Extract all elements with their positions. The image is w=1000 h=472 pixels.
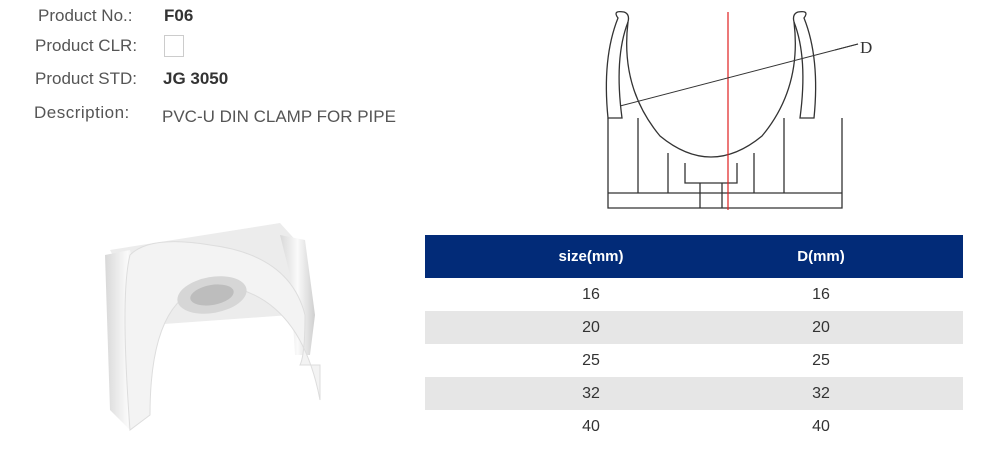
d-cell: 40 [812,417,830,435]
color-swatch [164,35,184,57]
d-cell: 20 [757,311,963,344]
size-cell: 20 [425,311,757,344]
size-table: size(mm) D(mm) 16 16 20 20 25 25 32 32 40 40 [425,235,963,443]
product-photo [105,223,321,431]
table-row: 20 20 [425,311,963,344]
d-cell: 32 [757,377,963,410]
size-cell: 16 [582,285,600,303]
table-row: 40 40 [425,410,963,443]
size-cell: 32 [425,377,757,410]
size-cell: 40 [582,417,600,435]
product-no-value: F06 [164,6,194,25]
dimension-label: D [860,38,872,57]
table-row: 25 25 [425,344,963,377]
product-no-label: Product No.: [38,6,133,25]
table-header: size(mm) D(mm) [425,235,963,278]
table-row: 16 16 [425,278,963,311]
product-clr-label: Product CLR: [35,36,138,55]
product-std-value: JG 3050 [163,69,229,88]
description-value: PVC-U DIN CLAMP FOR PIPE [162,107,396,126]
product-std-label: Product STD: [35,69,138,88]
column-header-d: D(mm) [757,235,963,278]
d-cell: 25 [812,351,830,369]
d-cell: 16 [812,285,830,303]
column-header-size: size(mm) [425,235,757,278]
technical-drawing: D [605,10,872,210]
size-cell: 25 [582,351,600,369]
description-label: Description: [34,103,130,122]
table-row: 32 32 [425,377,963,410]
